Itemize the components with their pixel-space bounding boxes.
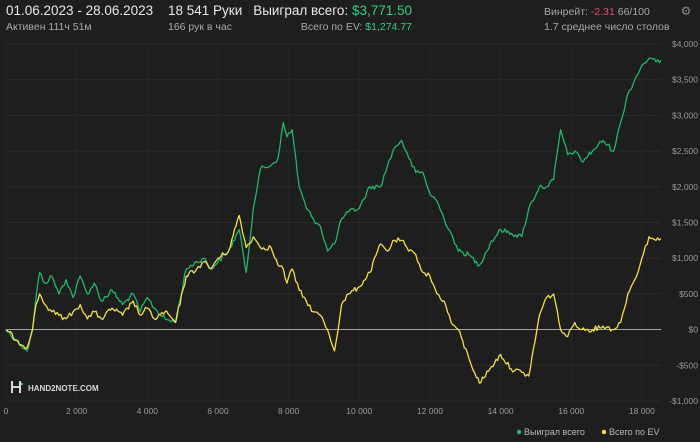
active-time: Активен 111ч 51м [6,21,92,33]
x-tick-label: 2 000 [66,406,88,416]
y-tick-label: -$500 [676,360,698,370]
legend-item-ev[interactable]: Всего по EV [601,427,660,437]
legend-label-won: Выиграл всего [524,427,585,437]
legend-label-ev: Всего по EV [609,427,659,437]
won-total: Выиграл всего: $3,771.50 [253,3,412,18]
x-tick-label: 10 000 [346,406,372,416]
hands-per-hour: 166 рук в час [168,21,232,33]
gear-icon[interactable]: ⚙ [680,4,692,18]
y-axis-ticks: -$1,000 -$500 $0 $500 $1,000 $1,500 $2,000 $2,5… [669,39,698,406]
y-tick-label: $3,500 [672,75,698,85]
x-tick-label: 8 000 [278,406,300,416]
ev-total: Всего по EV: $1,274.77 [301,21,412,33]
x-axis-ticks: 0 2 000 4 000 6 000 8 000 10 000 12 000 14 000 1… [4,406,656,416]
y-tick-label: $4,000 [672,39,698,49]
won-label: Выиграл всего: [253,3,349,18]
ev-label: Всего по EV: [300,21,363,33]
y-tick-label: $3,000 [672,110,698,120]
winrate-value: -2.31 [590,6,615,18]
avg-tables: 1.7 среднее число столов [544,21,670,33]
won-value: $3,771.50 [351,3,412,18]
date-range[interactable]: 01.06.2023 - 28.06.2023 [6,3,154,18]
x-tick-label: 18 000 [629,406,655,416]
series-lines [5,57,662,384]
x-tick-label: 16 000 [558,406,584,416]
series-line-won [5,57,662,352]
legend-marker-won [516,429,522,435]
x-tick-label: 6 000 [207,406,229,416]
y-tick-label: $2,000 [672,182,698,192]
y-tick-label: $1,000 [672,253,698,263]
y-tick-label: $1,500 [672,218,698,228]
series-line-ev [5,214,662,384]
hand2note-logo: HAND2NOTE.COM [11,381,99,393]
y-tick-label: $500 [679,289,698,299]
ev-value: $1,274.77 [365,21,412,33]
winrate-label: Винрейт: [544,6,588,18]
legend: Выиграл всего Всего по EV [516,427,660,437]
y-tick-label: -$1,000 [669,396,698,406]
logo-text: HAND2NOTE.COM [28,384,99,393]
y-tick-label: $2,500 [672,146,698,156]
winrate-rest: 66/100 [617,6,650,18]
legend-marker-ev [601,429,607,435]
legend-item-won[interactable]: Выиграл всего [516,427,585,437]
logo-icon [11,381,23,393]
x-tick-label: 0 [4,406,9,416]
x-tick-label: 14 000 [488,406,514,416]
winrate: Винрейт: -2.31 66/100 [544,6,650,18]
y-tick-label: $0 [689,325,699,335]
x-tick-label: 12 000 [417,406,443,416]
x-tick-label: 4 000 [137,406,159,416]
hands-count: 18 541 Руки [168,3,243,18]
